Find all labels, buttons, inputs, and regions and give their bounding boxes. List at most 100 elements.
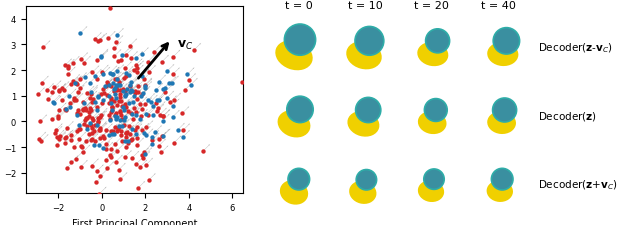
Point <box>118 88 128 91</box>
Point <box>160 91 170 94</box>
Point <box>128 117 138 121</box>
Point <box>140 83 150 87</box>
Circle shape <box>424 169 444 189</box>
Point <box>131 126 141 129</box>
Point <box>118 90 128 93</box>
Point <box>106 85 116 89</box>
Point <box>88 119 98 123</box>
Point <box>79 102 90 106</box>
Point <box>121 93 131 97</box>
Point <box>74 128 84 131</box>
Point <box>60 89 70 92</box>
Point <box>86 164 97 168</box>
Point <box>113 168 124 172</box>
Point <box>152 99 162 102</box>
Point <box>151 89 161 92</box>
Point <box>157 61 167 64</box>
Ellipse shape <box>280 180 308 205</box>
Point <box>61 109 71 113</box>
Point <box>81 140 91 144</box>
Point <box>100 129 111 133</box>
Point <box>70 157 81 161</box>
Point <box>112 78 122 82</box>
Circle shape <box>356 170 376 190</box>
Point <box>112 149 122 153</box>
Circle shape <box>287 97 313 123</box>
Point <box>113 128 123 131</box>
Text: Decoder($\mathbf{z}$+$\mathbf{v}_C$): Decoder($\mathbf{z}$+$\mathbf{v}_C$) <box>538 177 618 191</box>
Point <box>178 136 188 139</box>
Point <box>129 95 140 99</box>
Point <box>111 41 122 45</box>
Point <box>108 81 118 85</box>
Point <box>54 89 64 92</box>
Point <box>133 186 143 190</box>
Point <box>179 89 189 93</box>
Point <box>111 112 121 115</box>
Ellipse shape <box>487 112 516 134</box>
Circle shape <box>493 29 520 55</box>
Point <box>54 138 64 141</box>
Point <box>168 116 178 119</box>
Point <box>154 144 164 148</box>
Point <box>145 101 156 104</box>
Point <box>72 113 82 117</box>
Circle shape <box>356 98 381 123</box>
Point <box>60 64 70 68</box>
Circle shape <box>492 169 513 190</box>
Point <box>85 97 95 100</box>
Point <box>38 46 49 50</box>
Point <box>116 130 127 133</box>
Point <box>106 130 116 133</box>
Point <box>94 192 104 196</box>
Point <box>96 56 106 60</box>
Point <box>75 78 85 82</box>
Circle shape <box>288 169 310 190</box>
Point <box>124 101 134 105</box>
Point <box>154 137 164 141</box>
Point <box>102 167 112 170</box>
Point <box>82 117 92 121</box>
Point <box>93 96 103 99</box>
Point <box>110 126 120 130</box>
Point <box>60 136 70 140</box>
Point <box>135 165 145 169</box>
Point <box>111 87 121 91</box>
Point <box>116 59 126 63</box>
Ellipse shape <box>346 42 381 70</box>
Point <box>122 75 132 78</box>
Ellipse shape <box>417 43 448 67</box>
Ellipse shape <box>418 112 447 135</box>
Point <box>186 84 196 87</box>
Point <box>86 93 96 96</box>
Point <box>111 129 122 133</box>
Point <box>130 129 140 133</box>
Point <box>130 90 140 94</box>
Point <box>131 132 141 136</box>
Point <box>141 163 151 167</box>
Point <box>155 113 165 117</box>
Point <box>115 178 125 181</box>
Point <box>36 140 47 143</box>
Point <box>109 55 120 59</box>
Point <box>138 74 148 78</box>
Point <box>89 143 99 147</box>
Point <box>158 115 168 119</box>
Point <box>133 91 143 94</box>
Point <box>104 84 115 88</box>
Point <box>52 135 63 139</box>
Point <box>87 101 97 104</box>
Point <box>111 97 122 100</box>
Point <box>95 175 105 178</box>
Point <box>131 57 141 61</box>
Point <box>82 127 92 131</box>
Point <box>169 99 179 102</box>
Point <box>93 117 103 120</box>
Point <box>138 132 148 135</box>
Point <box>97 102 107 105</box>
Point <box>92 59 102 63</box>
Point <box>76 127 86 131</box>
Circle shape <box>426 30 449 54</box>
Point <box>119 118 129 122</box>
Point <box>80 106 90 110</box>
